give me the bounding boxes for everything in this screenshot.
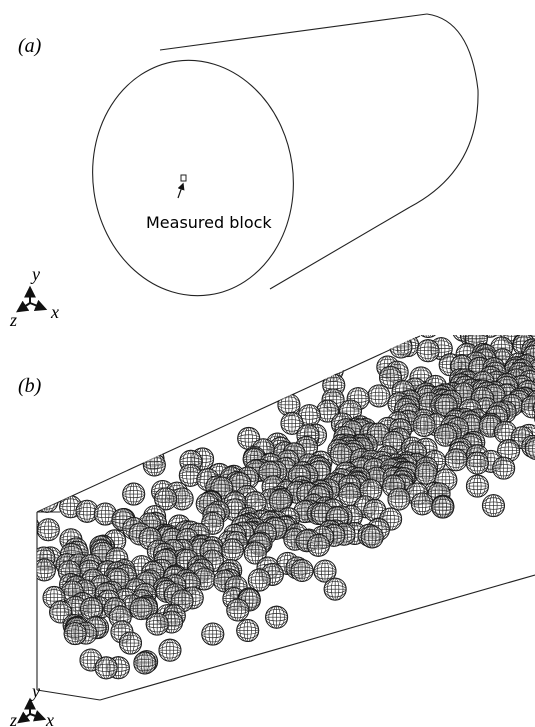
annotation: Measured block <box>146 213 272 232</box>
cylinder-edge <box>160 14 427 50</box>
measured-block <box>181 175 186 181</box>
particle <box>445 449 467 471</box>
particle <box>413 414 435 436</box>
particle <box>143 454 165 476</box>
arrow <box>178 184 183 198</box>
particle <box>468 294 490 316</box>
particle <box>417 340 439 362</box>
cylinder <box>78 14 479 309</box>
particle <box>237 619 259 641</box>
particle <box>368 385 390 407</box>
particle <box>202 623 224 645</box>
particle <box>479 315 501 337</box>
particle <box>123 483 145 505</box>
axis-label: y <box>30 681 40 701</box>
particle <box>388 488 410 510</box>
particle <box>466 452 488 474</box>
cylinder-back <box>410 14 478 207</box>
particle <box>432 496 454 518</box>
panel-label: (a) <box>18 35 42 57</box>
axis-label: y <box>30 264 40 284</box>
particle <box>484 285 506 307</box>
axis-arrow <box>19 714 30 722</box>
particle <box>266 606 288 628</box>
axis-triad: y z x <box>9 681 54 727</box>
cylinder-edge <box>270 207 410 289</box>
axis-arrow <box>30 303 45 309</box>
particle <box>36 490 58 512</box>
particles <box>17 285 535 679</box>
particle <box>491 298 513 320</box>
particle <box>291 559 313 581</box>
particle <box>361 526 383 548</box>
particle <box>221 539 243 561</box>
particle <box>488 313 510 335</box>
axis-arrow <box>18 303 30 311</box>
axis-label: z <box>9 710 17 727</box>
panel-label: (b) <box>18 375 42 397</box>
axis-triad: y z x <box>9 264 59 330</box>
particle <box>119 632 141 654</box>
particle <box>134 652 156 674</box>
particle <box>146 613 168 635</box>
particle <box>482 495 504 517</box>
cylinder-front <box>78 47 309 309</box>
figure: (a) Measured block y z x (b) y z x <box>0 0 535 727</box>
particle <box>390 336 412 358</box>
particle <box>417 315 439 337</box>
axis-arrow <box>30 714 44 719</box>
particle <box>64 622 86 644</box>
particle <box>95 657 117 679</box>
particle <box>411 493 433 515</box>
particle <box>37 519 59 541</box>
particle <box>415 462 437 484</box>
particle <box>324 578 346 600</box>
particle <box>307 534 329 556</box>
axis-label: x <box>50 302 59 322</box>
axis-label: z <box>9 310 17 330</box>
particle <box>466 475 488 497</box>
particle <box>227 599 249 621</box>
particle <box>493 457 515 479</box>
particle <box>514 316 535 338</box>
axis-label: x <box>45 710 54 727</box>
particle <box>159 639 181 661</box>
particle <box>17 515 39 537</box>
box-edge <box>37 690 100 700</box>
